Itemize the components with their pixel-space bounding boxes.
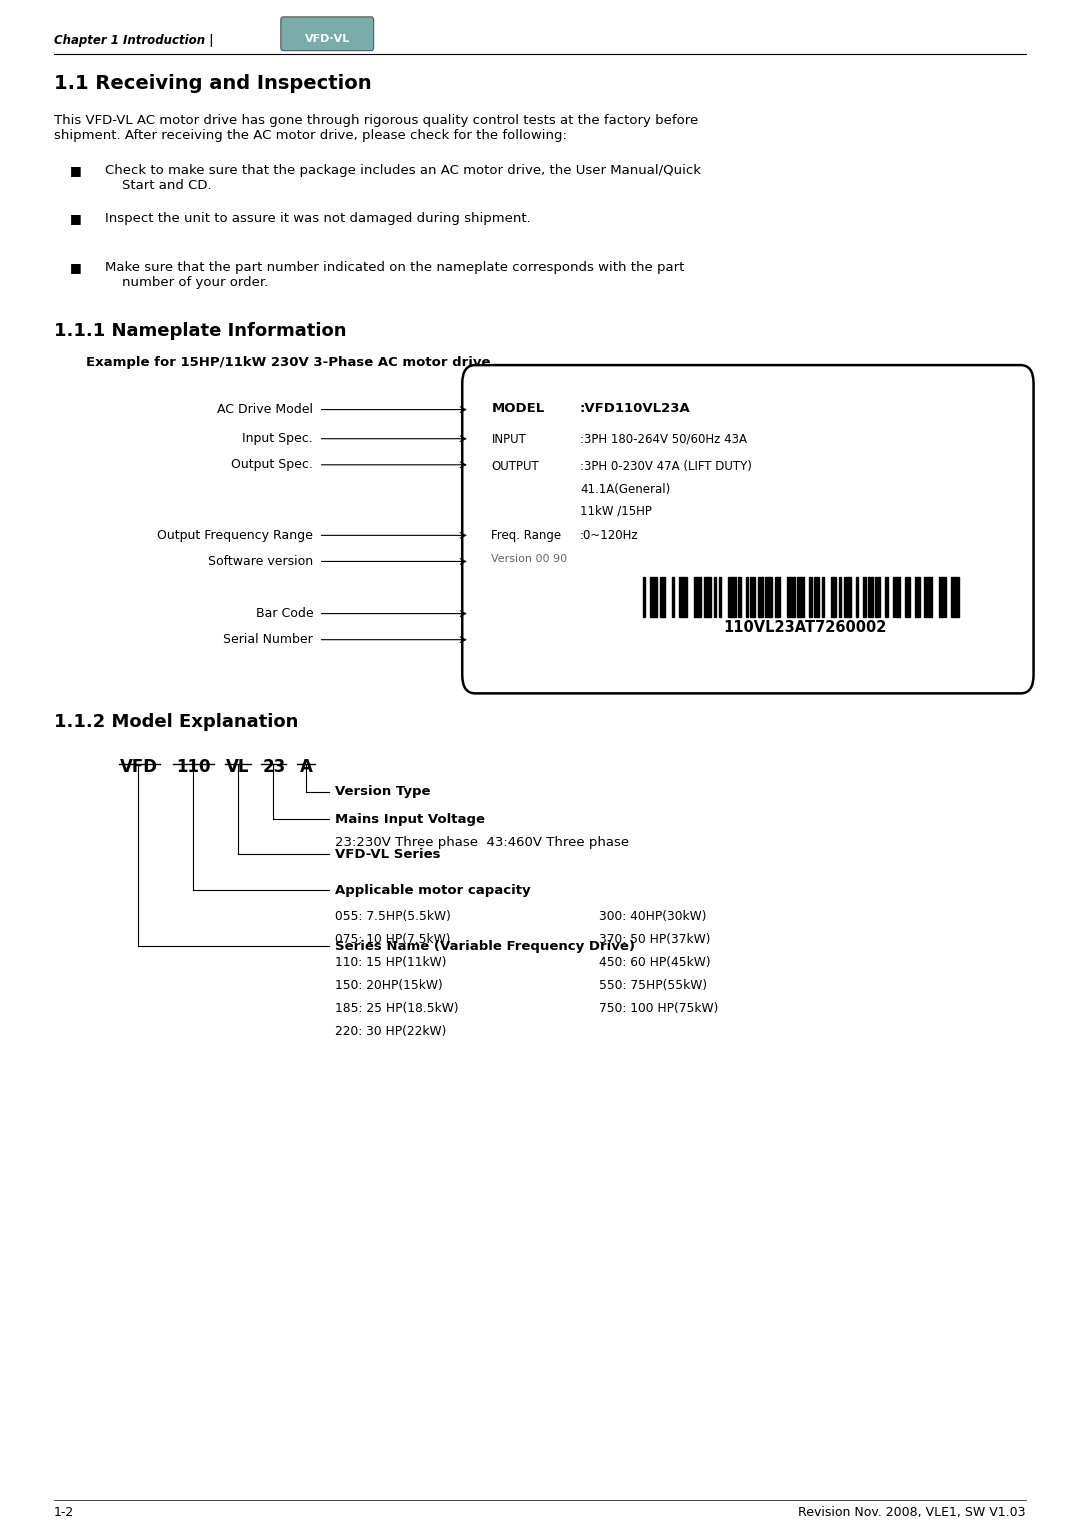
FancyBboxPatch shape <box>281 17 374 51</box>
Bar <box>797 577 805 617</box>
Text: 075: 10 HP(7.5kW): 075: 10 HP(7.5kW) <box>335 933 450 945</box>
Text: :3PH 180-264V 50/60Hz 43A: :3PH 180-264V 50/60Hz 43A <box>580 433 747 445</box>
Text: :0~120Hz: :0~120Hz <box>580 529 638 542</box>
Bar <box>886 577 888 617</box>
Text: INPUT: INPUT <box>491 433 526 445</box>
Text: OUTPUT: OUTPUT <box>491 460 539 472</box>
Text: MODEL: MODEL <box>491 402 544 414</box>
Bar <box>728 577 735 617</box>
Text: Chapter 1 Introduction |: Chapter 1 Introduction | <box>54 34 214 46</box>
Bar <box>892 577 900 617</box>
Bar <box>839 577 841 617</box>
Bar <box>843 577 851 617</box>
Text: ■: ■ <box>70 212 82 224</box>
Text: Inspect the unit to assure it was not damaged during shipment.: Inspect the unit to assure it was not da… <box>105 212 530 224</box>
Text: A: A <box>300 758 312 776</box>
Text: 220: 30 HP(22kW): 220: 30 HP(22kW) <box>335 1025 446 1037</box>
Text: 23: 23 <box>262 758 285 776</box>
Bar <box>679 577 687 617</box>
Bar <box>704 577 712 617</box>
Bar <box>924 577 932 617</box>
Bar <box>863 577 866 617</box>
Text: 41.1A(General): 41.1A(General) <box>580 483 671 495</box>
Text: Bar Code: Bar Code <box>256 607 313 620</box>
Bar <box>745 577 748 617</box>
Text: 11kW /15HP: 11kW /15HP <box>580 505 652 517</box>
Bar <box>650 577 658 617</box>
Text: VFD: VFD <box>120 758 159 776</box>
Text: Software version: Software version <box>208 555 313 568</box>
Text: Serial Number: Serial Number <box>224 634 313 646</box>
Bar <box>751 577 755 617</box>
Text: :3PH 0-230V 47A (LIFT DUTY): :3PH 0-230V 47A (LIFT DUTY) <box>580 460 752 472</box>
Text: Example for 15HP/11kW 230V 3-Phase AC motor drive: Example for 15HP/11kW 230V 3-Phase AC mo… <box>86 356 491 368</box>
Text: Series Name (Variable Frequency Drive): Series Name (Variable Frequency Drive) <box>335 940 635 953</box>
Bar <box>868 577 873 617</box>
Text: Check to make sure that the package includes an AC motor drive, the User Manual/: Check to make sure that the package incl… <box>105 164 701 192</box>
Text: AC Drive Model: AC Drive Model <box>217 403 313 416</box>
Bar <box>758 577 762 617</box>
Text: 1.1.2 Model Explanation: 1.1.2 Model Explanation <box>54 713 298 732</box>
Text: Freq. Range: Freq. Range <box>491 529 562 542</box>
Bar <box>832 577 836 617</box>
Bar <box>775 577 780 617</box>
Text: 1-2: 1-2 <box>54 1506 75 1519</box>
Text: 150: 20HP(15kW): 150: 20HP(15kW) <box>335 979 443 991</box>
Bar <box>718 577 721 617</box>
Text: 370: 50 HP(37kW): 370: 50 HP(37kW) <box>599 933 711 945</box>
Text: Mains Input Voltage: Mains Input Voltage <box>335 813 485 825</box>
Bar <box>739 577 741 617</box>
Text: 450: 60 HP(45kW): 450: 60 HP(45kW) <box>599 956 711 968</box>
Text: ■: ■ <box>70 261 82 273</box>
Text: 550: 75HP(55kW): 550: 75HP(55kW) <box>599 979 707 991</box>
Bar <box>855 577 859 617</box>
Text: Applicable motor capacity: Applicable motor capacity <box>335 884 530 896</box>
Text: Input Spec.: Input Spec. <box>242 433 313 445</box>
Bar <box>809 577 812 617</box>
Bar <box>915 577 919 617</box>
Text: VFD-VL Series: VFD-VL Series <box>335 848 441 861</box>
Bar <box>643 577 645 617</box>
FancyBboxPatch shape <box>462 365 1034 693</box>
Bar <box>814 577 819 617</box>
Bar <box>822 577 824 617</box>
Text: Make sure that the part number indicated on the nameplate corresponds with the p: Make sure that the part number indicated… <box>105 261 684 288</box>
Text: Output Frequency Range: Output Frequency Range <box>158 529 313 542</box>
Text: ■: ■ <box>70 164 82 176</box>
Bar <box>876 577 880 617</box>
Text: Version Type: Version Type <box>335 785 430 798</box>
Text: 1.1.1 Nameplate Information: 1.1.1 Nameplate Information <box>54 322 347 341</box>
Bar <box>765 577 772 617</box>
Text: 110: 15 HP(11kW): 110: 15 HP(11kW) <box>335 956 446 968</box>
Text: VFD·VL: VFD·VL <box>305 34 350 44</box>
Text: 750: 100 HP(75kW): 750: 100 HP(75kW) <box>599 1002 719 1014</box>
Text: 23:230V Three phase  43:460V Three phase: 23:230V Three phase 43:460V Three phase <box>335 836 629 848</box>
Text: VL: VL <box>226 758 249 776</box>
Bar <box>787 577 795 617</box>
Text: :VFD110VL23A: :VFD110VL23A <box>580 402 691 414</box>
Bar <box>940 577 946 617</box>
Text: 185: 25 HP(18.5kW): 185: 25 HP(18.5kW) <box>335 1002 458 1014</box>
Text: 300: 40HP(30kW): 300: 40HP(30kW) <box>599 910 707 922</box>
Bar <box>951 577 959 617</box>
Bar <box>694 577 701 617</box>
Bar <box>905 577 909 617</box>
Bar <box>672 577 674 617</box>
Text: Revision Nov. 2008, VLE1, SW V1.03: Revision Nov. 2008, VLE1, SW V1.03 <box>798 1506 1026 1519</box>
Text: 1.1 Receiving and Inspection: 1.1 Receiving and Inspection <box>54 74 372 92</box>
Text: 110VL23AT7260002: 110VL23AT7260002 <box>723 620 887 635</box>
Text: Version 00 90: Version 00 90 <box>491 554 567 565</box>
Bar <box>714 577 716 617</box>
Text: This VFD-VL AC motor drive has gone through rigorous quality control tests at th: This VFD-VL AC motor drive has gone thro… <box>54 114 699 141</box>
Bar <box>660 577 664 617</box>
Text: 055: 7.5HP(5.5kW): 055: 7.5HP(5.5kW) <box>335 910 450 922</box>
Text: Output Spec.: Output Spec. <box>231 459 313 471</box>
Text: 110: 110 <box>176 758 211 776</box>
